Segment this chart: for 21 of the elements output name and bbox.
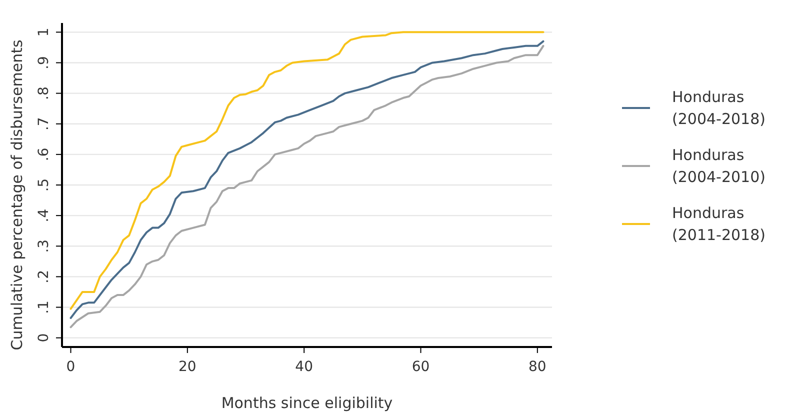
y-axis-title: Cumulative percentage of disbursements — [8, 40, 26, 350]
x-tick-label: 20 — [178, 359, 196, 375]
y-tick-label: 1 — [36, 28, 52, 37]
y-tick-label: .8 — [36, 86, 52, 100]
y-tick-label: 0 — [36, 333, 52, 342]
y-tick-label: .5 — [36, 178, 52, 192]
legend-label: Honduras (2004-2010) — [672, 146, 766, 186]
legend-label: Honduras (2011-2018) — [672, 204, 766, 244]
y-tick-label: .2 — [36, 270, 52, 284]
y-tick-label: .7 — [36, 117, 52, 131]
y-tick-label: .9 — [36, 56, 52, 70]
x-tick-label: 40 — [295, 359, 313, 375]
y-tick-label: .1 — [36, 300, 52, 314]
x-axis-title: Months since eligibility — [221, 394, 393, 412]
y-tick-label: .3 — [36, 239, 52, 253]
legend-label: Honduras (2004-2018) — [672, 88, 766, 128]
x-tick-label: 60 — [412, 359, 430, 375]
y-tick-label: .6 — [36, 148, 52, 162]
x-tick-label: 0 — [66, 359, 76, 375]
x-tick-label: 80 — [528, 359, 546, 375]
y-tick-label: .4 — [36, 208, 52, 222]
